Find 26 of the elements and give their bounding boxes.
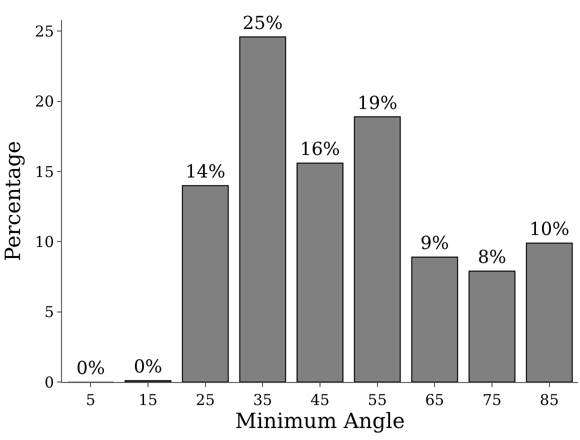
x-tick-label: 45 [310, 391, 330, 409]
x-tick-label: 65 [425, 391, 444, 409]
y-tick-label: 25 [34, 22, 54, 40]
x-tick-label: 75 [482, 391, 502, 409]
y-tick-label: 10 [34, 232, 54, 251]
data-label: 16% [300, 139, 340, 160]
y-tick-label: 15 [34, 162, 54, 181]
x-tick-label: 85 [540, 391, 559, 409]
data-label: 19% [357, 92, 398, 114]
x-tick-label: 25 [196, 391, 215, 409]
data-label: 10% [529, 219, 570, 240]
y-tick-label: 0 [44, 373, 54, 392]
x-axis-title: Minimum Angle [235, 409, 405, 433]
y-tick-label: 20 [34, 92, 54, 111]
y-tick-label: 5 [44, 303, 54, 322]
x-tick-label: 55 [368, 391, 387, 409]
data-label: 25% [242, 12, 283, 34]
data-label: 0% [134, 356, 162, 378]
x-tick-label: 5 [86, 391, 96, 409]
x-tick-label: 35 [253, 391, 272, 409]
x-tick-label: 15 [138, 391, 158, 409]
data-label: 14% [185, 162, 226, 183]
data-label: 8% [478, 247, 506, 268]
data-label: 9% [420, 233, 449, 254]
y-axis-title: Percentage [1, 140, 26, 262]
data-label: 0% [76, 358, 105, 379]
